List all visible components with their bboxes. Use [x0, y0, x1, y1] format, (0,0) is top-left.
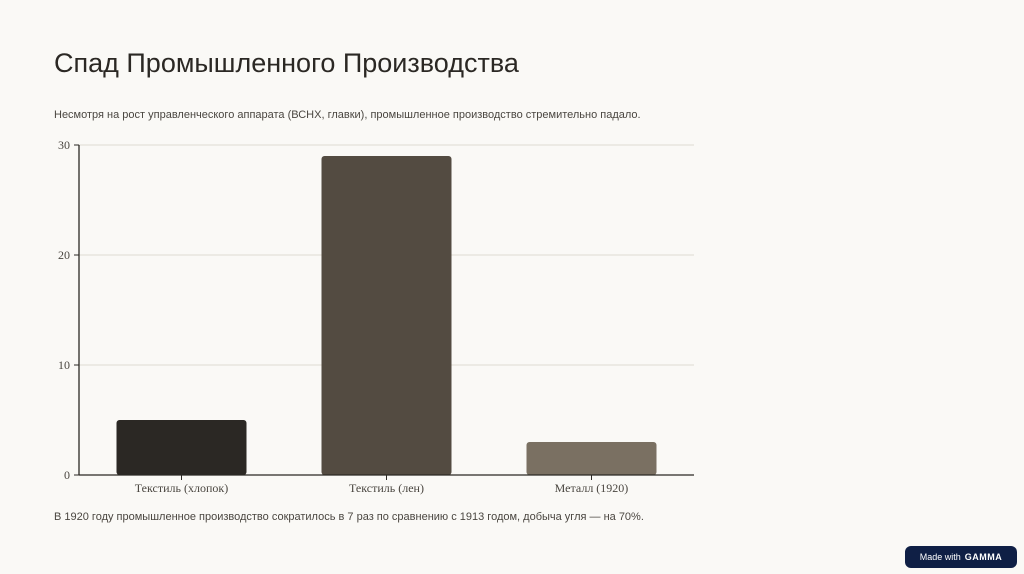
x-tick-label: Текстиль (лен)	[349, 481, 424, 495]
gamma-logo: GAMMA	[964, 552, 1003, 562]
footer-note: В 1920 году промышленное производство со…	[54, 511, 644, 523]
y-tick-label: 30	[58, 138, 70, 152]
y-tick-label: 20	[58, 248, 70, 262]
bar-2	[321, 156, 452, 475]
bar-1	[116, 420, 247, 475]
made-with-gamma-badge[interactable]: Made with GAMMA	[905, 546, 1017, 568]
x-tick-label: Металл (1920)	[555, 481, 629, 495]
x-tick-label: Текстиль (хлопок)	[135, 481, 228, 495]
page-title: Спад Промышленного Производства	[54, 48, 519, 78]
bar-3	[526, 442, 657, 475]
badge-prefix: Made with	[919, 552, 961, 562]
page-subtitle: Несмотря на рост управленческого аппарат…	[54, 109, 641, 121]
y-tick-label: 0	[64, 468, 70, 482]
y-tick-label: 10	[58, 358, 70, 372]
